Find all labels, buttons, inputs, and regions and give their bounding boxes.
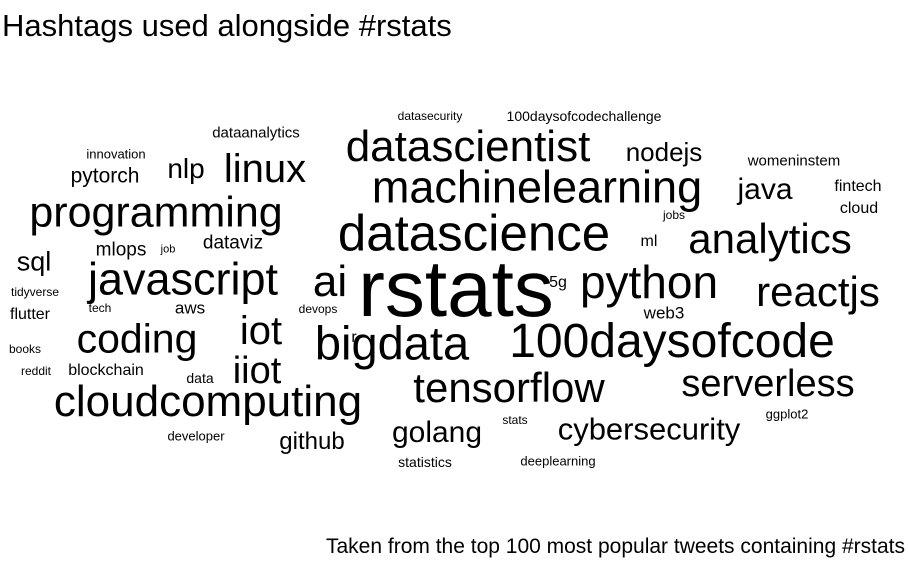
word-blockchain: blockchain <box>68 362 144 379</box>
word-reddit: reddit <box>20 364 52 378</box>
word-jobs: jobs <box>662 208 686 222</box>
word-dataanalytics: dataanalytics <box>212 124 300 142</box>
word-github: github <box>279 428 345 455</box>
chart-title: Hashtags used alongside #rstats <box>2 8 452 43</box>
word-golang: golang <box>391 416 483 449</box>
chart-caption: Taken from the top 100 most popular twee… <box>326 535 905 558</box>
word-sql: sql <box>16 246 52 277</box>
word-linux: linux <box>223 147 307 191</box>
word-iot: iot <box>239 309 283 353</box>
word-java: java <box>737 173 793 206</box>
word-datascience: datascience <box>337 204 611 262</box>
word-cybersecurity: cybersecurity <box>557 411 741 447</box>
word-tidyverse: tidyverse <box>10 285 60 299</box>
word-deeplearning: deeplearning <box>520 453 596 469</box>
word-developer: developer <box>167 428 225 444</box>
word-tech: tech <box>88 301 112 315</box>
word-r: r <box>351 329 357 346</box>
word-reactjs: reactjs <box>756 268 880 315</box>
word-python: python <box>579 256 719 308</box>
word-womeninstem: womeninstem <box>747 152 841 170</box>
word-5g: 5g <box>549 274 567 291</box>
word-cloud: cloud <box>839 200 879 217</box>
word-analytics: analytics <box>688 215 852 262</box>
word-nlp: nlp <box>167 153 205 184</box>
word-stats: stats <box>502 413 528 427</box>
word-datascientist: datascientist <box>345 122 591 171</box>
word-ai: ai <box>312 257 348 306</box>
word-devops: devops <box>298 302 338 316</box>
word-machinelearning: machinelearning <box>371 161 703 213</box>
word-web3: web3 <box>643 303 685 323</box>
word-tensorflow: tensorflow <box>413 364 605 411</box>
word-rstats: rstats <box>358 244 554 333</box>
word-nodejs: nodejs <box>625 137 703 167</box>
word-100daysofcode: 100daysofcode <box>509 315 835 368</box>
word-aws: aws <box>174 298 206 318</box>
word-books: books <box>8 342 42 356</box>
word-ml: ml <box>640 233 658 250</box>
word-dataviz: dataviz <box>202 232 264 254</box>
word-coding: coding <box>76 315 198 362</box>
word-flutter: flutter <box>9 306 51 323</box>
word-innovation: innovation <box>86 146 146 162</box>
word-pytorch: pytorch <box>70 164 140 188</box>
word-iiot: iiot <box>232 350 282 392</box>
word-fintech: fintech <box>834 178 882 195</box>
word-job: job <box>160 243 176 256</box>
word-ggplot2: ggplot2 <box>765 406 809 422</box>
word-100daysofcodechallenge: 100daysofcodechallenge <box>506 108 662 124</box>
word-mlops: mlops <box>95 239 147 261</box>
word-cloudcomputing: cloudcomputing <box>53 377 363 426</box>
word-datasecurity: datasecurity <box>397 109 463 123</box>
word-javascript: javascript <box>87 253 279 305</box>
word-programming: programming <box>29 188 283 237</box>
word-bigdata: bigdata <box>314 316 470 370</box>
word-serverless: serverless <box>681 363 855 405</box>
word-statistics: statistics <box>398 454 452 470</box>
word-data: data <box>186 370 214 386</box>
